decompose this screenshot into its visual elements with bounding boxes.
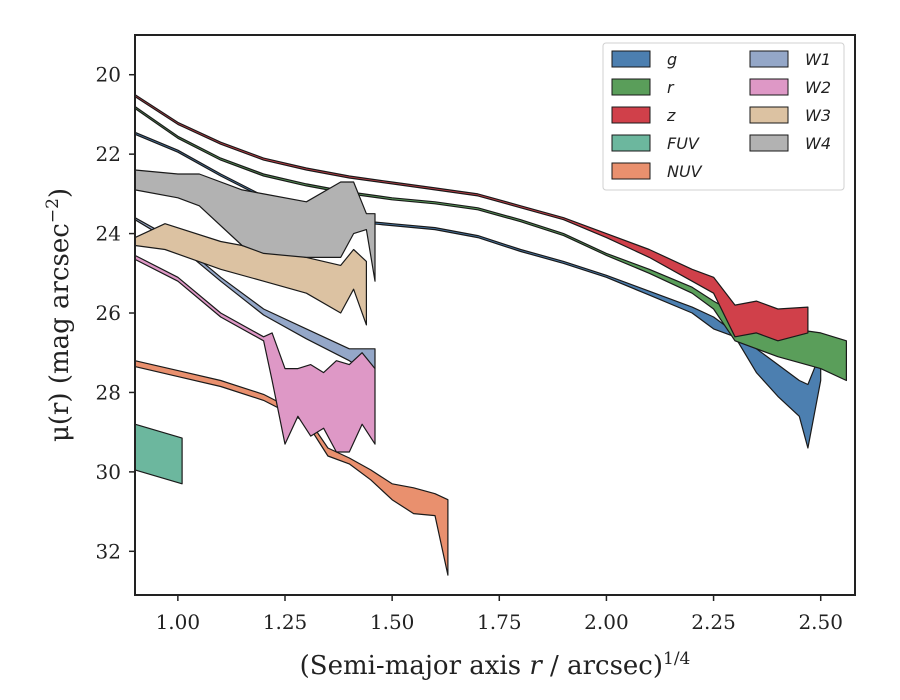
- y-tick-label: 32: [96, 539, 121, 563]
- plot-frame: [134, 34, 856, 596]
- legend-swatch-g: [611, 50, 651, 68]
- legend-label-r: r: [667, 78, 675, 97]
- band-z: [134, 93, 809, 342]
- x-tick-label: 1.25: [263, 610, 308, 634]
- y-tick-label: 20: [96, 63, 121, 87]
- x-tick-label: 2.50: [798, 610, 843, 634]
- x-axis-title: (Semi-major axis r / arcsec)1/4: [300, 649, 691, 681]
- y-tick-label: 22: [96, 142, 121, 166]
- legend-label-nuv: NUV: [667, 162, 703, 181]
- legend-swatch-w1: [749, 50, 789, 68]
- legend-label-fuv: FUV: [667, 134, 700, 153]
- profile-bands: [134, 93, 848, 576]
- x-axis: 1.00 1.25 1.50 1.75 2.00 2.25 2.50: [156, 595, 843, 634]
- legend-label-w1: W1: [805, 50, 831, 69]
- x-tick-label: 1.50: [370, 610, 415, 634]
- legend-label-w3: W3: [805, 106, 831, 125]
- x-tick-label: 1.75: [477, 610, 522, 634]
- y-tick-label: 26: [96, 301, 121, 325]
- band-w2: [134, 254, 376, 453]
- band-r: [134, 105, 848, 382]
- y-tick-label: 30: [96, 460, 121, 484]
- x-tick-label: 1.00: [156, 610, 201, 634]
- y-tick-label: 24: [96, 222, 121, 246]
- x-tick-label: 2.00: [584, 610, 629, 634]
- legend-swatch-nuv: [611, 162, 651, 180]
- legend-swatch-w3: [749, 106, 789, 124]
- legend-swatch-r: [611, 78, 651, 96]
- y-axis-title: μ(r) (mag arcsec−2): [43, 188, 75, 442]
- legend-swatch-w2: [749, 78, 789, 96]
- x-tick-label: 2.25: [691, 610, 736, 634]
- legend-label-w2: W2: [805, 78, 831, 97]
- legend-label-g: g: [667, 50, 677, 69]
- legend-label-z: z: [666, 106, 676, 125]
- y-axis: 20 22 24 26 28 30 32: [96, 63, 135, 563]
- legend-swatch-fuv: [611, 134, 651, 152]
- legend-swatch-w4: [749, 134, 789, 152]
- band-w4: [134, 169, 376, 282]
- y-tick-label: 28: [96, 380, 121, 404]
- legend-swatch-z: [611, 106, 651, 124]
- legend: grz FUV NUV W1 W2 W3 W4: [602, 42, 845, 191]
- band-fuv: [134, 423, 183, 485]
- legend-label-w4: W4: [805, 134, 831, 153]
- band-g: [134, 131, 822, 449]
